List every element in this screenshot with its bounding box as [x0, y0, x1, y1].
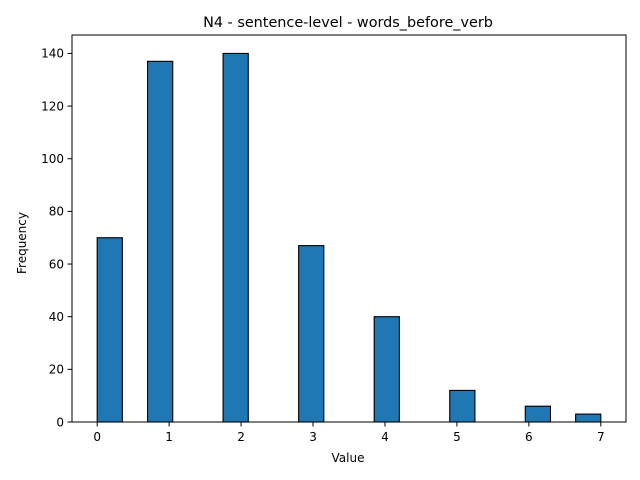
histogram-bar	[575, 413, 602, 423]
histogram-bar	[524, 405, 552, 423]
x-tick-label: 1	[165, 430, 173, 444]
plot-area	[71, 34, 627, 423]
y-tick-label: 20	[49, 363, 64, 377]
histogram-bar	[298, 245, 325, 423]
y-tick-label: 100	[41, 152, 64, 166]
y-tick-label: 40	[49, 310, 64, 324]
y-tick-label: 60	[49, 257, 64, 271]
y-axis-ticks: 0 20 40 60 80 100 120 140	[41, 47, 72, 429]
y-tick-label: 0	[56, 415, 64, 429]
axes-frame	[71, 34, 627, 423]
y-tick-label: 140	[41, 47, 64, 61]
x-tick-label: 3	[309, 430, 317, 444]
x-tick-label: 2	[237, 430, 245, 444]
y-axis-label: Frequency	[15, 212, 29, 274]
y-tick-label: 120	[41, 99, 64, 113]
x-axis-label: Value	[332, 451, 365, 465]
x-tick-label: 6	[525, 430, 533, 444]
x-tick-label: 4	[381, 430, 389, 444]
histogram-bar	[449, 389, 476, 423]
chart-title: N4 - sentence-level - words_before_verb	[203, 15, 493, 31]
histogram-bar	[222, 52, 249, 423]
x-tick-label: 5	[453, 430, 461, 444]
histogram-bar	[373, 316, 400, 423]
x-tick-label: 0	[93, 430, 101, 444]
histogram-bar	[146, 60, 174, 423]
bars-group	[96, 52, 602, 423]
y-tick-label: 80	[49, 205, 64, 219]
histogram-bar	[96, 237, 123, 423]
x-axis-ticks: 0 1 2 3 4 5 6 7	[93, 422, 605, 444]
x-tick-label: 7	[597, 430, 605, 444]
